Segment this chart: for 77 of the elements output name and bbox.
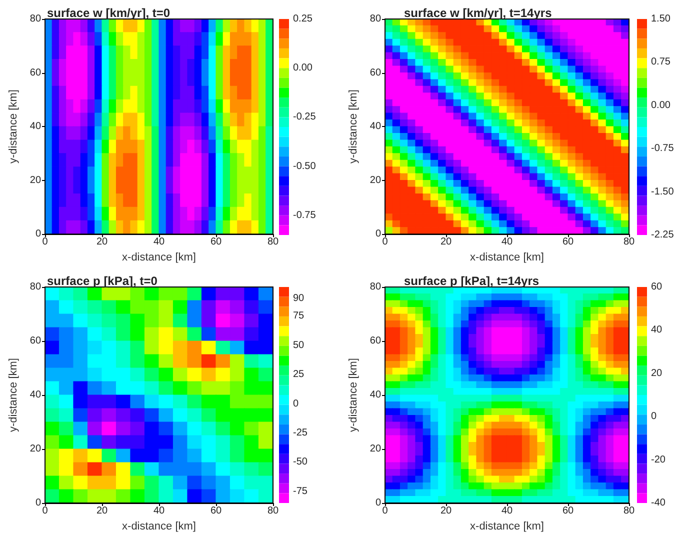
chart-title: surface p [kPa], t=0 <box>47 274 158 288</box>
y-tick-label: 40 <box>30 390 42 400</box>
color-bar-label: 20 <box>651 368 663 379</box>
color-bar-label: -1.50 <box>651 186 674 198</box>
x-tick-label: 0 <box>382 236 388 248</box>
x-tick-label: 80 <box>267 506 279 516</box>
x-tick-label: 20 <box>96 506 108 516</box>
color-bar-label: 40 <box>651 324 663 336</box>
color-bar-label: -0.75 <box>293 210 316 221</box>
color-bar-label: -0.25 <box>293 112 316 123</box>
x-tick-label: 0 <box>42 506 48 516</box>
x-axis-title: x-distance [km] <box>122 520 196 532</box>
color-bar-label: -50 <box>293 456 308 468</box>
chart-title: surface w [km/yr], t=14yrs <box>404 6 552 20</box>
x-tick-label: 40 <box>153 236 166 248</box>
y-axis-title: y-distance [km] <box>348 358 360 432</box>
x-tick-label: 80 <box>623 236 635 248</box>
color-bar-label: -0.50 <box>293 160 316 172</box>
color-bar-label: 0.00 <box>651 100 671 111</box>
x-tick-label: 60 <box>210 236 222 248</box>
y-tick-label: 80 <box>30 14 42 24</box>
y-tick-label: 20 <box>370 174 382 186</box>
x-axis-title: x-distance [km] <box>470 252 544 264</box>
x-tick-label: 80 <box>267 236 279 248</box>
x-tick-label: 60 <box>210 506 222 516</box>
chart-title: surface p [kPa], t=14yrs <box>404 274 540 288</box>
y-axis-title: y-distance [km] <box>8 90 20 164</box>
color-bar-label: -40 <box>651 498 666 508</box>
x-tick-label: 20 <box>96 236 108 248</box>
x-tick-label: 60 <box>562 506 574 516</box>
color-bar-label: -20 <box>651 454 666 466</box>
y-tick-label: 20 <box>30 444 42 454</box>
x-tick-label: 0 <box>42 236 48 248</box>
color-bar-label: 0 <box>293 398 299 410</box>
y-tick-label: 0 <box>375 498 382 508</box>
y-tick-label: 80 <box>30 282 42 292</box>
x-tick-label: 0 <box>382 506 388 516</box>
color-bar-label: 75 <box>293 310 305 322</box>
y-tick-label: 40 <box>370 121 382 132</box>
color-bar-label: 50 <box>293 340 305 351</box>
y-tick-label: 20 <box>370 444 382 454</box>
y-tick-label: 60 <box>30 67 42 78</box>
x-tick-label: 40 <box>501 506 514 516</box>
y-tick-label: 20 <box>30 174 42 186</box>
color-bar-label: 0.00 <box>293 62 313 74</box>
color-bar-label: 60 <box>651 282 663 292</box>
y-tick-label: 0 <box>35 498 42 508</box>
chart-title: surface w [km/yr], t=0 <box>47 6 170 20</box>
y-tick-label: 60 <box>370 67 382 78</box>
color-bar-label: -75 <box>293 486 308 497</box>
y-tick-label: 80 <box>370 14 382 24</box>
color-bar-label: -25 <box>293 427 308 438</box>
x-tick-label: 40 <box>501 236 514 248</box>
y-tick-label: 60 <box>370 336 382 346</box>
color-bar-label: 1.50 <box>651 14 671 24</box>
x-tick-label: 40 <box>153 506 166 516</box>
y-tick-label: 0 <box>375 228 382 240</box>
color-bar-label: -0.75 <box>651 143 674 154</box>
color-bar-label: 0.25 <box>293 14 313 24</box>
color-bar-label: 0 <box>651 411 657 422</box>
y-axis-title: y-distance [km] <box>8 358 20 432</box>
x-axis-title: x-distance [km] <box>470 520 544 532</box>
y-tick-label: 40 <box>30 121 42 132</box>
x-tick-label: 60 <box>562 236 574 248</box>
y-tick-label: 40 <box>370 390 382 400</box>
x-tick-label: 20 <box>440 236 452 248</box>
color-bar-label: 0.75 <box>651 56 671 68</box>
x-axis-title: x-distance [km] <box>122 252 196 264</box>
y-tick-label: 80 <box>370 282 382 292</box>
color-bar-label: 90 <box>293 293 305 304</box>
x-tick-label: 20 <box>440 506 452 516</box>
x-tick-label: 80 <box>623 506 635 516</box>
y-tick-label: 0 <box>35 228 42 240</box>
color-bar-label: -2.25 <box>651 230 674 240</box>
y-tick-label: 60 <box>30 336 42 346</box>
color-bar-label: 25 <box>293 369 305 380</box>
y-axis-title: y-distance [km] <box>348 90 360 164</box>
